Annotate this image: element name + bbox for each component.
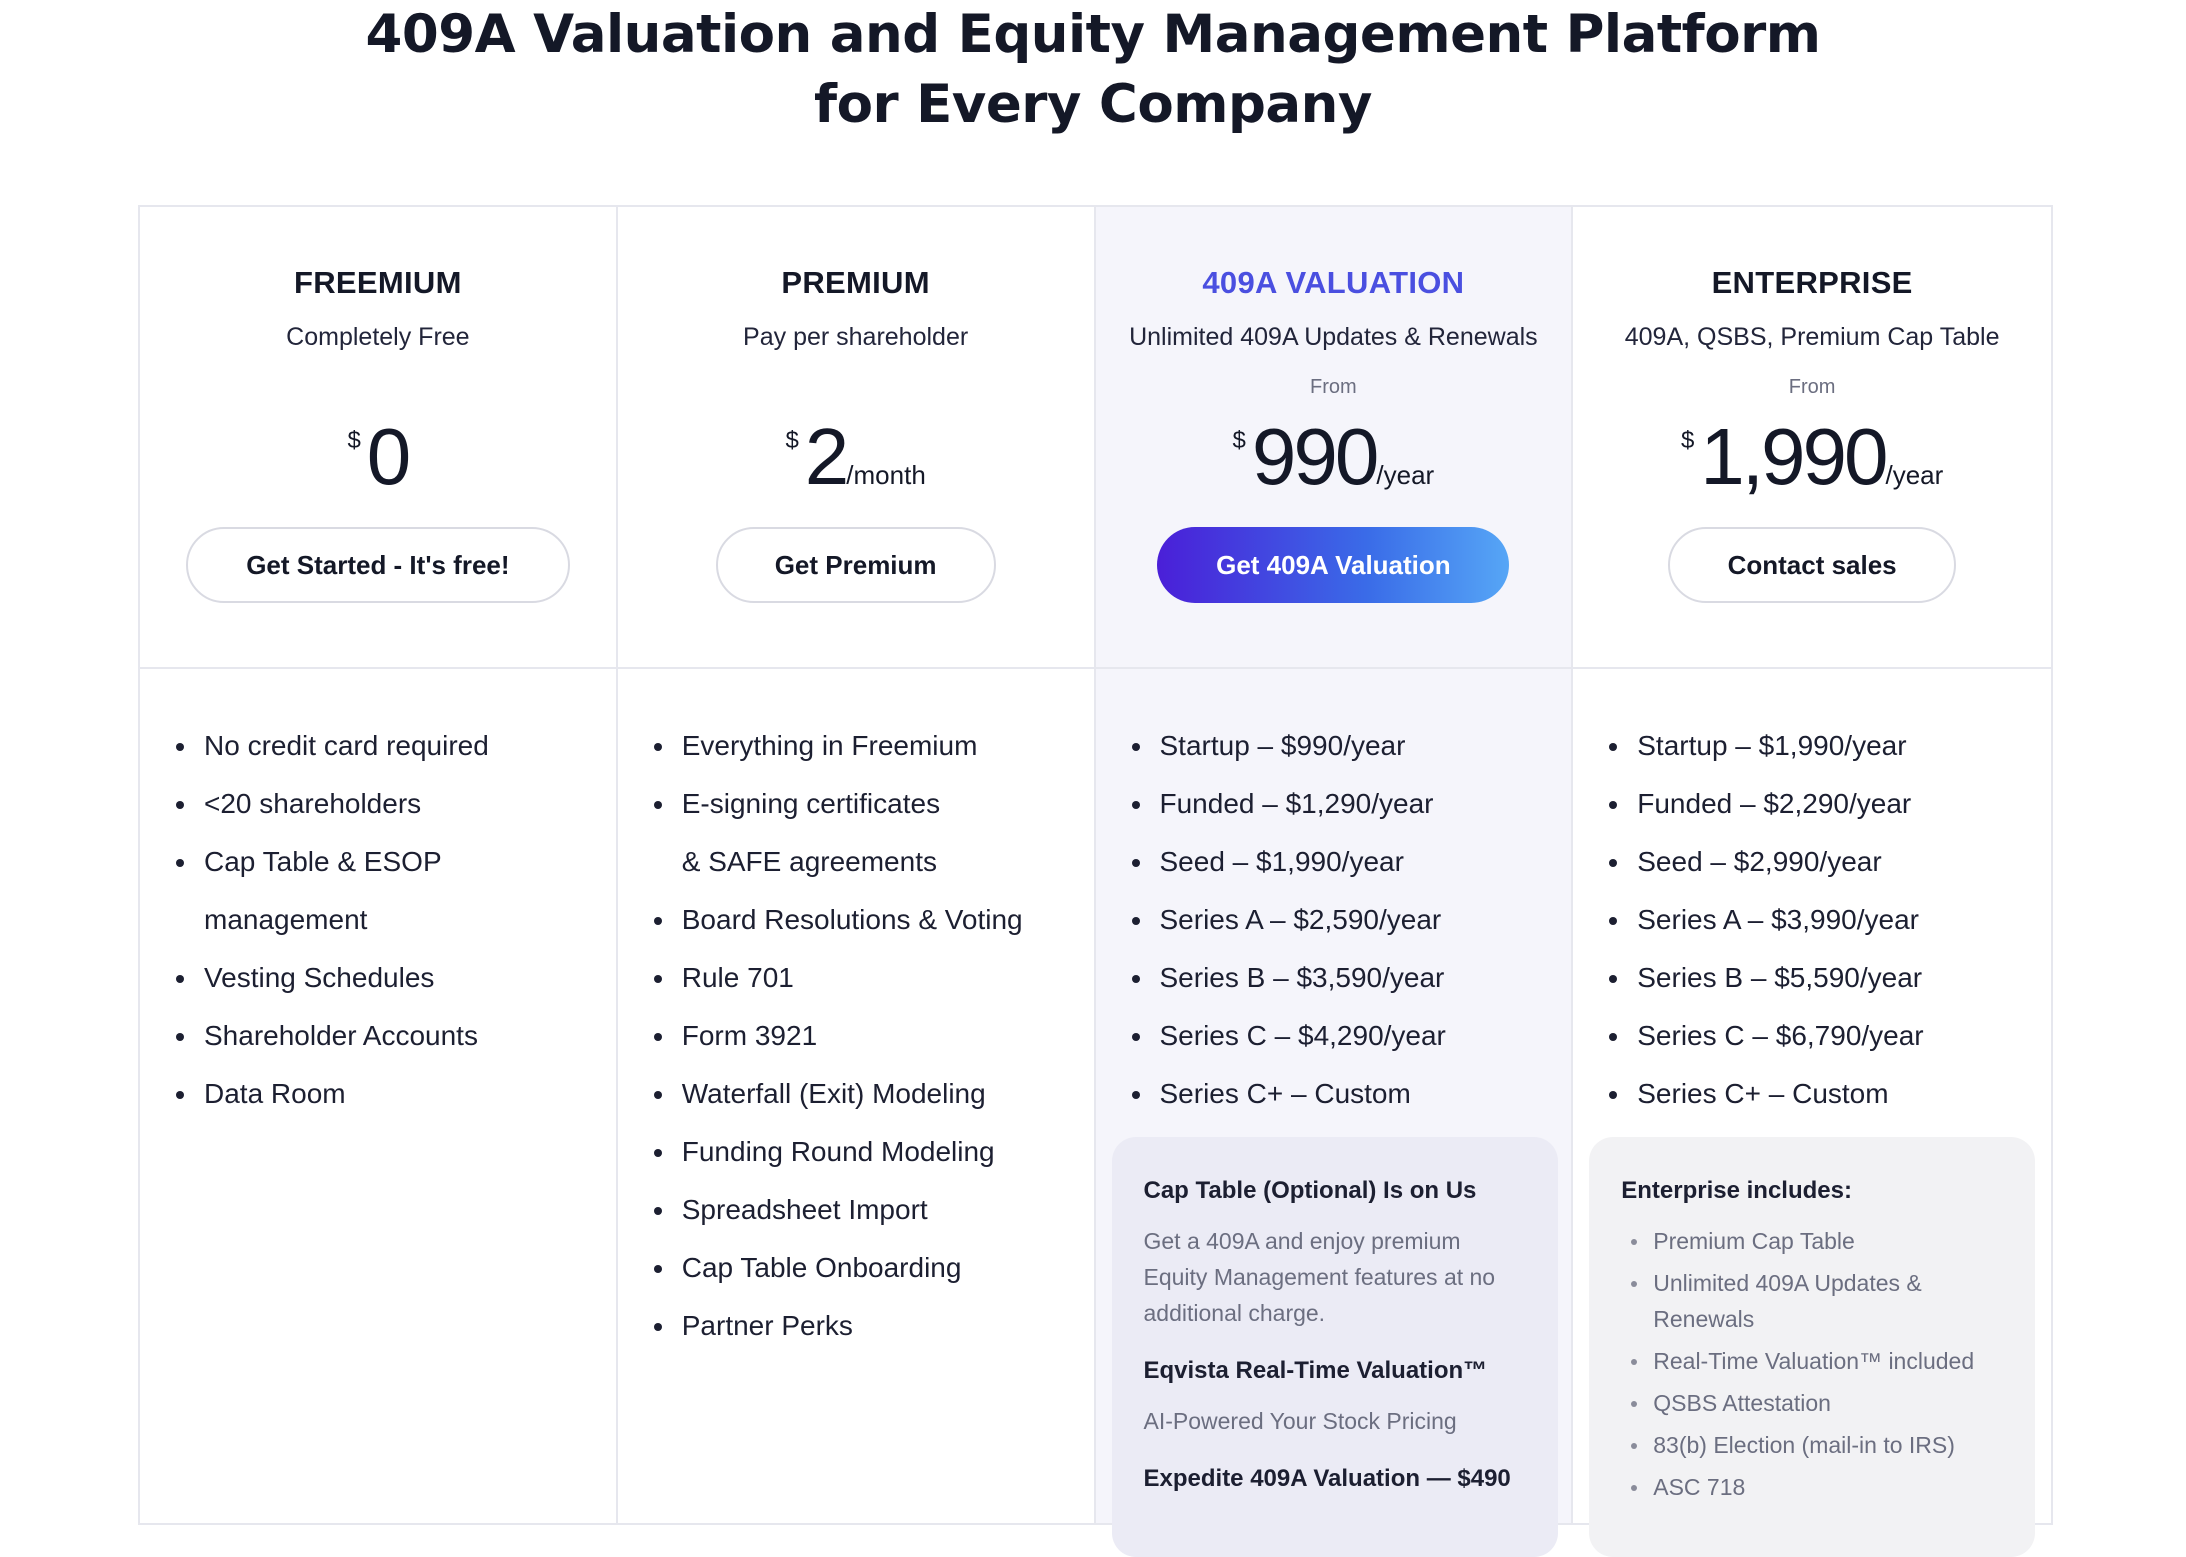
list-item: Vesting Schedules bbox=[176, 949, 616, 1007]
headline-line-1: 409A Valuation and Equity Management Pla… bbox=[365, 4, 1821, 65]
box-title: Expedite 409A Valuation — $490 bbox=[1143, 1465, 1511, 1492]
get-409a-valuation-button[interactable]: Get 409A Valuation bbox=[1157, 527, 1510, 603]
currency-symbol: $ bbox=[1232, 427, 1246, 454]
list-item: Waterfall (Exit) Modeling bbox=[653, 1065, 1094, 1123]
plan-price: $ 2 /month bbox=[618, 417, 1094, 497]
plan-subtitle: Pay per shareholder bbox=[743, 323, 969, 351]
plan-freemium: FREEMIUM Completely Free $ 0 Get Started… bbox=[140, 207, 618, 1523]
box-text: AI-Powered Your Stock Pricing bbox=[1143, 1408, 1457, 1434]
plan-name: ENTERPRISE bbox=[1711, 265, 1913, 300]
list-item: management bbox=[204, 904, 368, 935]
list-item: Series C+ – Custom bbox=[1609, 1065, 2051, 1123]
pricing-table: FREEMIUM Completely Free $ 0 Get Started… bbox=[138, 205, 2053, 1557]
currency-symbol: $ bbox=[785, 427, 799, 454]
list-item: <20 shareholders bbox=[176, 775, 616, 833]
plan-name: FREEMIUM bbox=[294, 265, 462, 300]
feature-list: No credit card required <20 shareholders… bbox=[140, 669, 616, 1123]
list-item: Data Room bbox=[176, 1065, 616, 1123]
plan-header: 409A VALUATION Unlimited 409A Updates & … bbox=[1095, 207, 1572, 669]
box-title: Cap Table (Optional) Is on Us bbox=[1143, 1177, 1477, 1204]
plan-subtitle: Unlimited 409A Updates & Renewals bbox=[1129, 323, 1538, 351]
list-item: QSBS Attestation bbox=[1631, 1385, 2003, 1421]
box-title: Eqvista Real-Time Valuation™ bbox=[1143, 1357, 1488, 1384]
plan-409a-valuation: 409A VALUATION Unlimited 409A Updates & … bbox=[1095, 207, 1574, 1557]
plan-price: $ 0 bbox=[140, 417, 616, 497]
plan-price: $ 1,990 /year bbox=[1573, 417, 2051, 497]
plan-header: PREMIUM Pay per shareholder $ 2 /month G… bbox=[617, 207, 1094, 669]
price-period: /year bbox=[1376, 460, 1435, 490]
feature-list: Everything in Freemium E-signing certifi… bbox=[618, 669, 1094, 1355]
list-item: Real-Time Valuation™ included bbox=[1631, 1343, 2003, 1379]
get-premium-button[interactable]: Get Premium bbox=[715, 527, 996, 603]
price-from-label: From bbox=[1788, 376, 1836, 398]
list-item: Form 3921 bbox=[653, 1007, 1094, 1065]
price-amount: 990 bbox=[1251, 412, 1379, 501]
list-item: Series B – $5,590/year bbox=[1609, 949, 2051, 1007]
list-item: Seed – $1,990/year bbox=[1131, 833, 1572, 891]
headline-line-2: for Every Company bbox=[814, 74, 1372, 135]
list-item: Funded – $2,290/year bbox=[1609, 775, 2051, 833]
list-item: Partner Perks bbox=[653, 1297, 1094, 1355]
list-item: Funded – $1,290/year bbox=[1131, 775, 1572, 833]
list-item: Rule 701 bbox=[653, 949, 1094, 1007]
list-item: Unlimited 409A Updates & Renewals bbox=[1631, 1265, 2003, 1337]
plan-header: FREEMIUM Completely Free $ 0 Get Started… bbox=[140, 207, 616, 669]
list-item: Startup – $1,990/year bbox=[1609, 717, 2051, 775]
list-item: Series C – $4,290/year bbox=[1131, 1007, 1572, 1065]
plan-subtitle: 409A, QSBS, Premium Cap Table bbox=[1624, 323, 2000, 351]
list-item: Cap Table & ESOP bbox=[176, 833, 616, 891]
list-item: Shareholder Accounts bbox=[176, 1007, 616, 1065]
list-item: No credit card required bbox=[176, 717, 616, 775]
list-item: Premium Cap Table bbox=[1631, 1223, 2003, 1259]
plan-name: PREMIUM bbox=[781, 265, 930, 300]
price-amount: 1,990 bbox=[1700, 412, 1888, 501]
list-item: ASC 718 bbox=[1631, 1469, 2003, 1505]
list-item: Series C+ – Custom bbox=[1131, 1065, 1572, 1123]
page-headline: 409A Valuation and Equity Management Pla… bbox=[0, 0, 2186, 140]
list-item: & SAFE agreements bbox=[681, 846, 937, 877]
plan-price: $ 990 /year bbox=[1096, 417, 1572, 497]
list-item: 83(b) Election (mail-in to IRS) bbox=[1631, 1427, 2003, 1463]
list-item: Series C – $6,790/year bbox=[1609, 1007, 2051, 1065]
list-item: Seed – $2,990/year bbox=[1609, 833, 2051, 891]
cap-table-info-box: Cap Table (Optional) Is on Us Get a 409A… bbox=[1111, 1137, 1558, 1557]
list-item: Everything in Freemium bbox=[653, 717, 1094, 775]
feature-list: Startup – $990/year Funded – $1,290/year… bbox=[1096, 669, 1572, 1123]
list-item: E-signing certificates bbox=[653, 775, 1094, 833]
price-from-label: From bbox=[1310, 376, 1357, 398]
enterprise-includes-box: Enterprise includes: Premium Cap Table U… bbox=[1589, 1137, 2036, 1557]
plan-header: ENTERPRISE 409A, QSBS, Premium Cap Table… bbox=[1573, 207, 2051, 669]
get-started-button[interactable]: Get Started - It's free! bbox=[185, 527, 570, 603]
list-item: Spreadsheet Import bbox=[653, 1181, 1094, 1239]
feature-list: Startup – $1,990/year Funded – $2,290/ye… bbox=[1573, 669, 2051, 1123]
contact-sales-button[interactable]: Contact sales bbox=[1668, 527, 1957, 603]
plan-subtitle: Completely Free bbox=[286, 323, 470, 351]
plan-premium: PREMIUM Pay per shareholder $ 2 /month G… bbox=[617, 207, 1096, 1523]
list-item: Series A – $2,590/year bbox=[1131, 891, 1572, 949]
list-item: Series A – $3,990/year bbox=[1609, 891, 2051, 949]
price-period: /month bbox=[846, 460, 926, 490]
list-item: Funding Round Modeling bbox=[653, 1123, 1094, 1181]
currency-symbol: $ bbox=[347, 427, 361, 454]
box-text: Get a 409A and enjoy premium Equity Mana… bbox=[1143, 1228, 1496, 1326]
price-amount: 2 bbox=[804, 412, 849, 501]
list-item: Series B – $3,590/year bbox=[1131, 949, 1572, 1007]
includes-list: Premium Cap Table Unlimited 409A Updates… bbox=[1621, 1223, 2003, 1505]
currency-symbol: $ bbox=[1680, 427, 1695, 454]
plan-name: 409A VALUATION bbox=[1202, 265, 1465, 300]
price-amount: 0 bbox=[366, 412, 411, 501]
plan-enterprise: ENTERPRISE 409A, QSBS, Premium Cap Table… bbox=[1573, 207, 2051, 1557]
price-period: /year bbox=[1885, 460, 1944, 490]
list-item: Startup – $990/year bbox=[1131, 717, 1572, 775]
list-item: Board Resolutions & Voting bbox=[653, 891, 1094, 949]
list-item: Cap Table Onboarding bbox=[653, 1239, 1094, 1297]
box-title: Enterprise includes: bbox=[1621, 1177, 1852, 1204]
